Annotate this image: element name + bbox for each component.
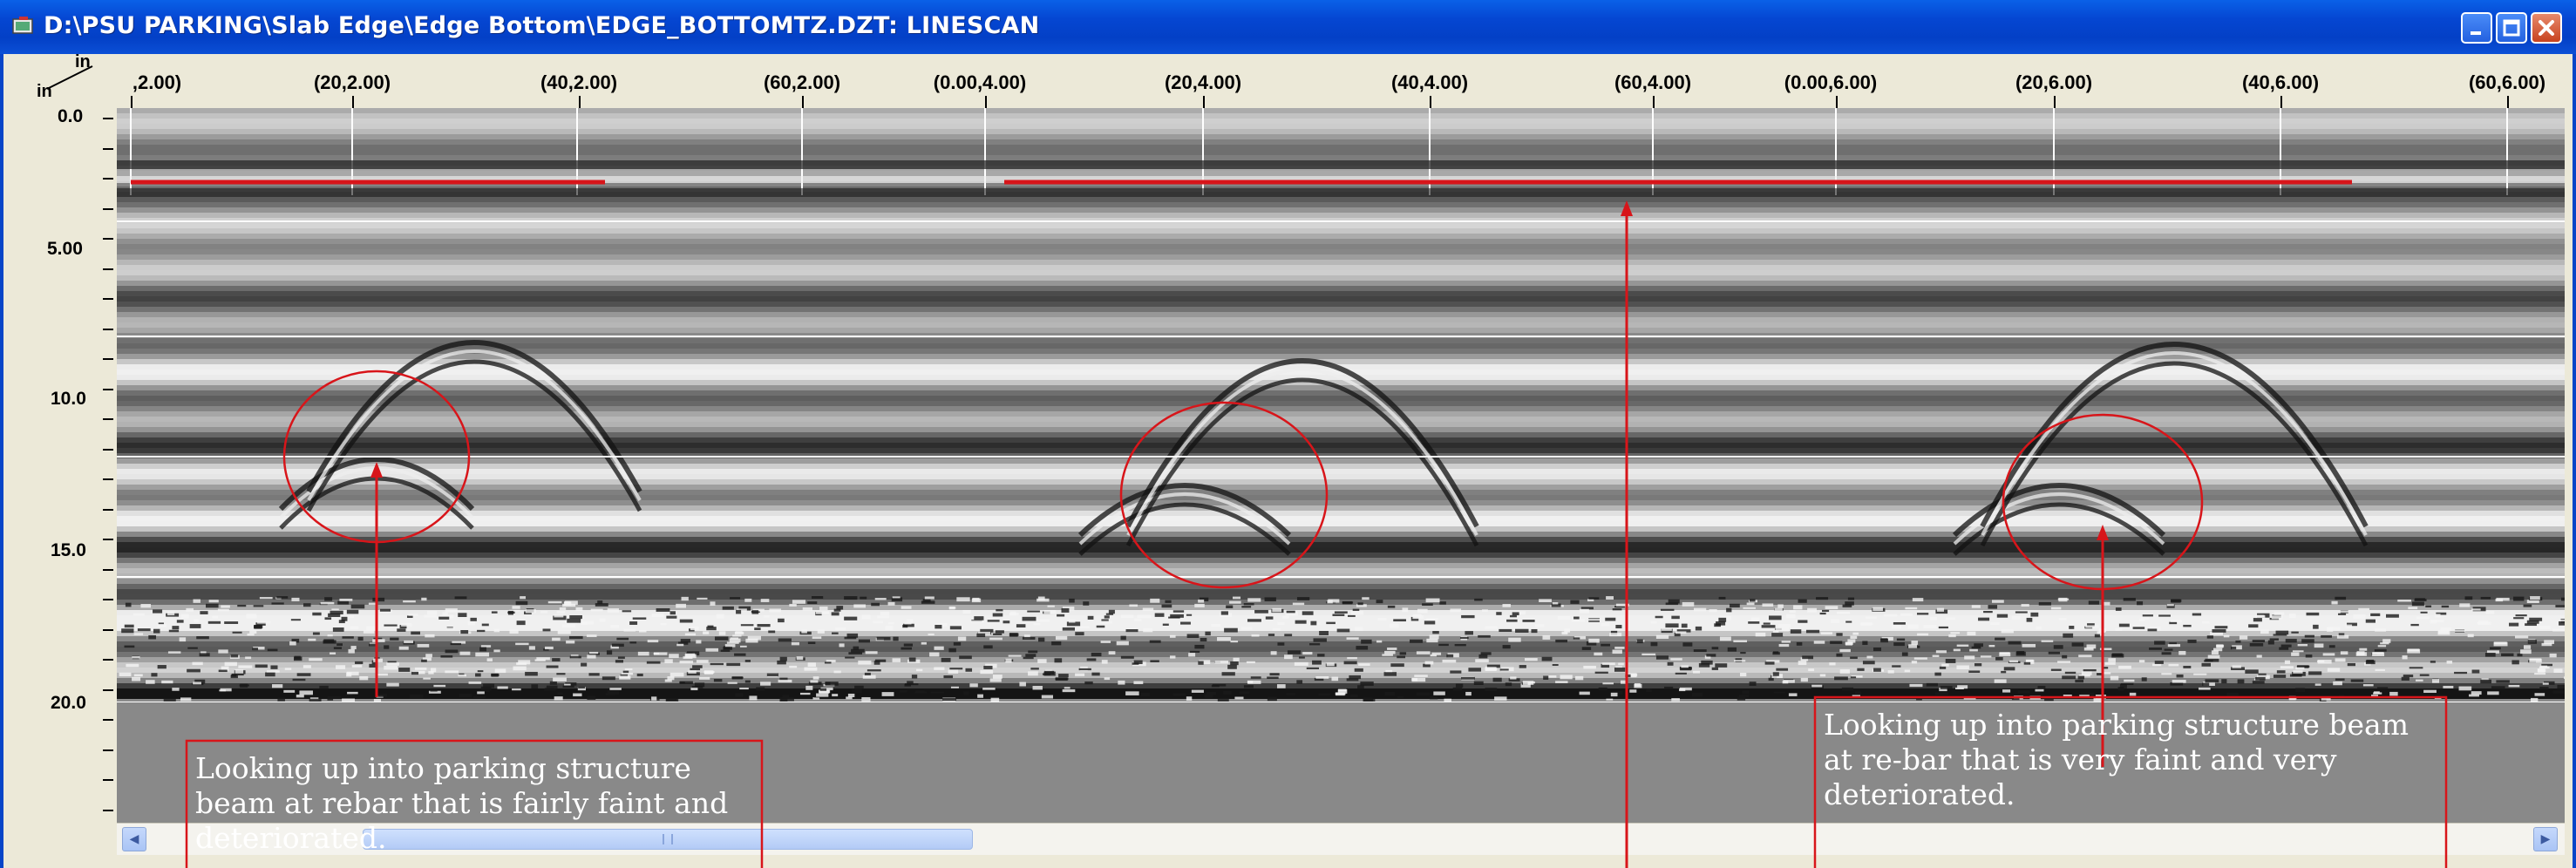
position-label: (20,4.00) [1164,71,1242,93]
position-tick [131,96,133,108]
position-label: (40,2.00) [540,71,618,93]
position-tick [985,96,987,108]
ruler-corner [46,65,93,90]
depth-tick [103,810,113,811]
app-icon [12,17,33,34]
position-ruler [117,54,2568,108]
depth-tick [103,298,113,300]
depth-label-15: 15.0 [51,540,86,560]
depth-tick [103,208,113,210]
position-tick [1653,96,1655,108]
depth-tick [103,689,113,691]
depth-tick [103,719,113,721]
position-label: (40,4.00) [1390,71,1469,93]
close-button[interactable] [2531,12,2562,44]
depth-tick [103,539,113,540]
position-tick [352,96,354,108]
position-label: (40,6.00) [2241,71,2320,93]
position-tick [1430,96,1431,108]
title-bar: D:\PSU PARKING\Slab Edge\Edge Bottom\EDG… [0,0,2576,56]
unit-left-label: in [37,82,52,101]
gpr-radargram [117,108,2565,823]
depth-tick [103,749,113,751]
window-title: D:\PSU PARKING\Slab Edge\Edge Bottom\EDG… [44,12,1040,39]
position-label: (60,4.00) [1614,71,1692,93]
position-tick [2054,96,2056,108]
depth-tick [103,329,113,330]
depth-tick [103,418,113,420]
note-right-text: Looking up into parking structure beam a… [1824,708,2409,811]
depth-tick [103,358,113,360]
depth-tick [103,599,113,600]
depth-label-20: 20.0 [51,693,86,713]
position-tick [802,96,804,108]
position-label: (20,2.00) [313,71,391,93]
position-tick [1836,96,1838,108]
depth-tick [103,629,113,631]
unit-top-label: in [75,52,91,71]
depth-tick [103,779,113,781]
depth-label-5: 5.00 [47,239,83,259]
position-tick [579,96,581,108]
depth-label-0: 0.0 [58,106,84,126]
position-label: (20,6.00) [2015,71,2093,93]
depth-tick [103,238,113,240]
minimize-button[interactable] [2461,12,2492,44]
depth-tick [103,148,113,150]
note-left-text: Looking up into parking structure beam a… [195,751,729,855]
position-tick [2507,96,2509,108]
position-label: (0.00,4.00) [933,71,1027,93]
depth-ruler [12,54,115,861]
depth-tick [103,118,113,119]
depth-tick [103,389,113,390]
scroll-right-button[interactable]: ▶ [2533,827,2558,851]
close-icon [2539,20,2554,36]
position-label: (60,2.00) [763,71,841,93]
position-tick [2280,96,2282,108]
position-tick [1203,96,1205,108]
position-label: ,2.00) [132,71,182,93]
maximize-button[interactable] [2496,12,2527,44]
maximize-icon [2503,19,2520,37]
depth-label-10: 10.0 [51,389,86,409]
depth-tick [103,478,113,480]
linescan-image[interactable] [117,108,2565,823]
scroll-left-button[interactable]: ◀ [122,827,146,851]
depth-tick [103,178,113,180]
depth-tick [103,449,113,451]
depth-tick [103,569,113,571]
depth-tick [103,509,113,511]
position-label: (0.00,6.00) [1784,71,1878,93]
minimize-icon [2471,31,2481,35]
depth-tick [103,268,113,270]
depth-tick [103,659,113,661]
position-label: (60,6.00) [2468,71,2546,93]
